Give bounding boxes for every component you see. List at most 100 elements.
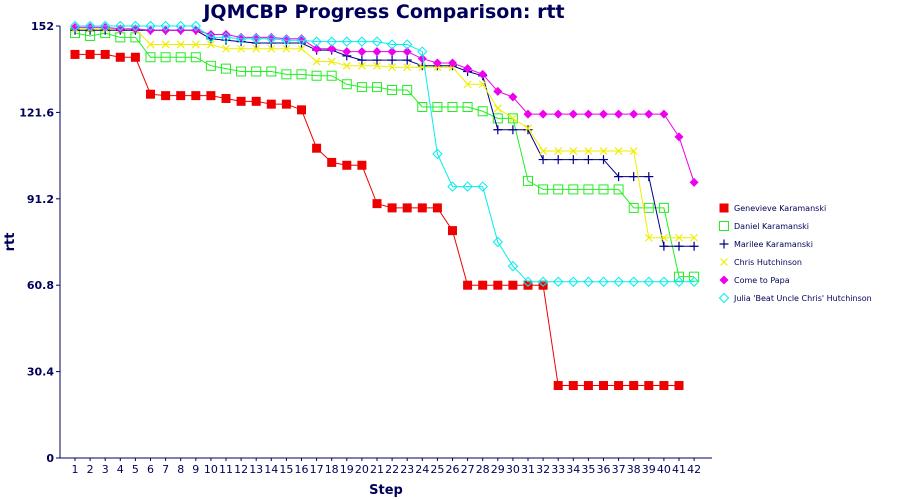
- data-point: [523, 175, 533, 186]
- data-point: [296, 69, 307, 80]
- data-point: [281, 34, 291, 44]
- data-point: [553, 109, 563, 119]
- legend-label: Daniel Karamanski: [734, 222, 809, 231]
- x-tick-label: 37: [612, 463, 626, 476]
- series-0: [70, 49, 684, 391]
- data-point: [341, 79, 352, 90]
- data-point: [719, 203, 729, 213]
- data-point: [554, 147, 563, 155]
- data-point: [69, 20, 81, 32]
- data-point: [176, 40, 185, 49]
- x-tick-label: 4: [117, 463, 124, 476]
- legend-item: Julia 'Beat Uncle Chris' Hutchinson: [718, 292, 872, 304]
- data-point: [84, 20, 96, 32]
- data-point: [508, 280, 518, 290]
- legend-label: Marilee Karamanski: [734, 240, 813, 249]
- data-point: [161, 40, 170, 49]
- data-point: [674, 271, 684, 282]
- data-point: [402, 203, 412, 213]
- data-point: [448, 226, 457, 236]
- x-tick-label: 30: [506, 463, 520, 476]
- data-point: [206, 40, 215, 49]
- data-point: [598, 184, 609, 195]
- data-point: [251, 32, 261, 42]
- x-tick-label: 6: [147, 463, 154, 476]
- data-point: [614, 109, 624, 119]
- series-line: [75, 28, 695, 239]
- data-point: [373, 61, 381, 70]
- data-point: [689, 271, 700, 282]
- y-tick-label: 91.2: [27, 193, 54, 206]
- data-point: [327, 57, 336, 66]
- data-point: [282, 44, 291, 53]
- data-point: [387, 47, 397, 57]
- x-tick-label: 9: [192, 463, 199, 476]
- data-point: [447, 102, 458, 112]
- data-point: [236, 66, 247, 77]
- data-point: [599, 381, 608, 391]
- data-point: [236, 96, 246, 106]
- data-point: [629, 381, 639, 391]
- y-axis-title: rtt: [3, 233, 18, 252]
- data-point: [312, 57, 321, 66]
- data-point: [356, 82, 367, 93]
- data-point: [312, 143, 322, 153]
- x-tick-label: 25: [430, 463, 444, 476]
- data-point: [326, 36, 337, 47]
- data-point: [523, 109, 533, 119]
- data-point: [251, 96, 261, 106]
- data-point: [175, 52, 186, 63]
- x-tick-label: 12: [234, 463, 248, 476]
- data-point: [342, 47, 352, 57]
- series-line: [75, 29, 695, 247]
- data-point: [463, 80, 472, 89]
- x-tick-label: 41: [672, 463, 686, 476]
- data-point: [688, 276, 700, 287]
- legend-item: Marilee Karamanski: [719, 239, 813, 249]
- data-point: [569, 147, 578, 155]
- data-point: [599, 147, 608, 155]
- x-tick-label: 1: [72, 463, 79, 476]
- x-tick-label: 40: [657, 463, 671, 476]
- data-point: [176, 91, 186, 101]
- data-point: [372, 82, 382, 93]
- data-point: [524, 124, 532, 133]
- data-point: [402, 47, 412, 57]
- y-tick-label: 121.6: [19, 106, 54, 119]
- x-tick-label: 38: [627, 463, 641, 476]
- data-point: [387, 203, 397, 213]
- data-point: [462, 181, 473, 192]
- data-point: [507, 260, 519, 272]
- data-point: [372, 55, 382, 65]
- data-point: [342, 61, 351, 70]
- data-point: [628, 202, 639, 213]
- x-tick-label: 29: [491, 463, 505, 476]
- data-point: [492, 236, 504, 248]
- data-point: [629, 172, 639, 182]
- data-point: [387, 84, 398, 95]
- data-point: [205, 60, 216, 71]
- data-point: [160, 20, 171, 32]
- data-point: [281, 69, 292, 80]
- data-point: [297, 44, 306, 53]
- data-point: [644, 233, 653, 242]
- data-point: [675, 233, 683, 242]
- data-point: [447, 181, 458, 192]
- data-point: [658, 202, 669, 213]
- x-tick-label: 21: [370, 463, 384, 476]
- x-tick-label: 16: [295, 463, 309, 476]
- data-point: [266, 99, 276, 109]
- legend-label: Genevieve Karamanski: [734, 204, 826, 213]
- data-point: [342, 160, 352, 170]
- data-point: [417, 46, 428, 57]
- y-tick-label: 30.4: [27, 366, 54, 379]
- data-point: [493, 280, 503, 290]
- x-tick-label: 17: [310, 463, 324, 476]
- data-point: [70, 49, 80, 59]
- series-line: [75, 25, 695, 283]
- data-point: [372, 47, 382, 57]
- data-point: [719, 239, 729, 249]
- data-point: [357, 47, 367, 57]
